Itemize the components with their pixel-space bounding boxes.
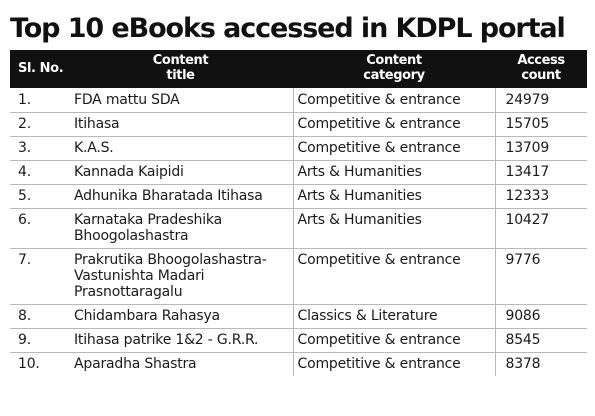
table-row: 3. K.A.S. Competitive & entrance 13709 [10,136,587,161]
cell-count: 15705 [494,112,587,137]
cell-sl: 9. [10,328,68,353]
cell-category: Competitive & entrance [292,352,495,376]
cell-category: Competitive & entrance [292,86,495,113]
cell-category: Arts & Humanities [292,160,495,185]
cell-title: Adhunika Bharatada Itihasa [68,184,293,209]
cell-sl: 8. [10,304,68,329]
cell-sl: 4. [10,160,68,185]
table-header-row: Sl. No. Content title Content category A… [10,50,587,87]
header-sl-no: Sl. No. [18,60,64,76]
page-title: Top 10 eBooks accessed in KDPL portal [10,13,566,44]
cell-category: Arts & Humanities [292,208,495,249]
infographic: Top 10 eBooks accessed in KDPL portal Sl… [10,8,587,376]
cell-title: Prakrutika Bhoogolashastra- Vastunishta … [68,248,293,305]
table-row: 1. FDA mattu SDA Competitive & entrance … [10,86,587,113]
cell-category: Competitive & entrance [292,328,495,353]
cell-sl: 5. [10,184,68,209]
cell-category: Competitive & entrance [292,248,495,305]
cell-sl: 1. [10,86,68,113]
table-row: 5. Adhunika Bharatada Itihasa Arts & Hum… [10,184,587,209]
header-access-count: Access count [517,53,565,83]
cell-count: 8378 [494,352,587,376]
cell-count: 8545 [494,328,587,353]
cell-count: 13417 [494,160,587,185]
cell-title: K.A.S. [68,136,293,161]
ebooks-table: Sl. No. Content title Content category A… [10,50,587,376]
cell-title: Kannada Kaipidi [68,160,293,185]
cell-count: 9086 [494,304,587,329]
cell-count: 24979 [494,86,587,113]
cell-category: Competitive & entrance [292,112,495,137]
cell-title: Karnataka Pradeshika Bhoogolashastra [68,208,293,249]
cell-count: 10427 [494,208,587,249]
cell-category: Competitive & entrance [292,136,495,161]
cell-sl: 2. [10,112,68,137]
cell-count: 12333 [494,184,587,209]
cell-category: Arts & Humanities [292,184,495,209]
cell-title: Itihasa [68,112,293,137]
cell-sl: 7. [10,248,68,305]
cell-sl: 3. [10,136,68,161]
cell-sl: 10. [18,356,40,372]
cell-sl: 6. [10,208,68,249]
table-row: 8. Chidambara Rahasya Classics & Literat… [10,304,587,329]
header-content-title: Content title [152,53,209,83]
table-row: 6. Karnataka Pradeshika Bhoogolashastra … [10,208,587,249]
cell-title: Chidambara Rahasya [68,304,293,329]
table-row: 7. Prakrutika Bhoogolashastra- Vastunish… [10,248,587,305]
cell-count: 9776 [494,248,587,305]
table-row: 10. Aparadha Shastra Competitive & entra… [10,352,587,376]
cell-category: Classics & Literature [292,304,495,329]
table-row: 4. Kannada Kaipidi Arts & Humanities 134… [10,160,587,185]
cell-title: FDA mattu SDA [68,86,293,113]
table-row: 9. Itihasa patrike 1&2 - G.R.R. Competit… [10,328,587,353]
cell-count: 13709 [494,136,587,161]
cell-title: Aparadha Shastra [74,356,197,372]
table-row: 2. Itihasa Competitive & entrance 15705 [10,112,587,137]
cell-title: Itihasa patrike 1&2 - G.R.R. [68,328,293,353]
header-content-category: Content category [363,53,425,83]
